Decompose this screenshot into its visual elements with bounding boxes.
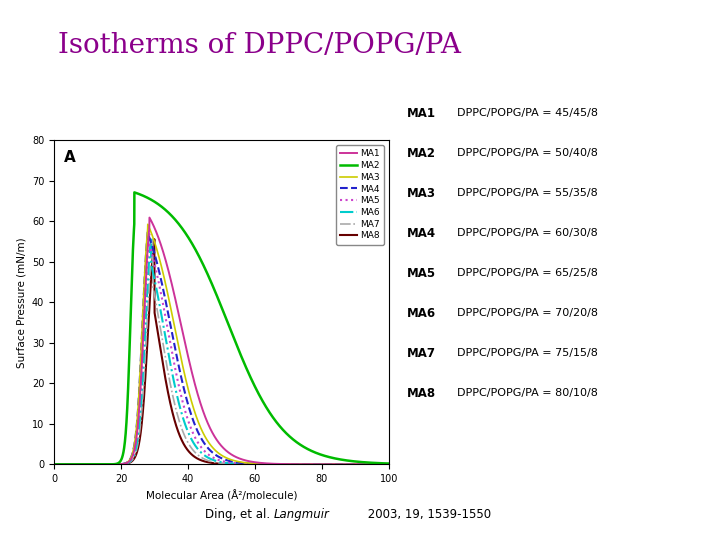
- Text: DPPC/POPG/PA = 70/20/8: DPPC/POPG/PA = 70/20/8: [457, 308, 598, 318]
- Text: Ding, et al.: Ding, et al.: [204, 508, 274, 521]
- Text: MA6: MA6: [407, 307, 436, 320]
- Text: MA3: MA3: [407, 187, 436, 200]
- X-axis label: Molecular Area (Å²/molecule): Molecular Area (Å²/molecule): [145, 490, 297, 501]
- Text: MA4: MA4: [407, 227, 436, 240]
- Text: DPPC/POPG/PA = 45/45/8: DPPC/POPG/PA = 45/45/8: [457, 109, 598, 118]
- Text: DPPC/POPG/PA = 80/10/8: DPPC/POPG/PA = 80/10/8: [457, 388, 598, 398]
- Y-axis label: Surface Pressure (mN/m): Surface Pressure (mN/m): [17, 237, 27, 368]
- Text: DPPC/POPG/PA = 55/35/8: DPPC/POPG/PA = 55/35/8: [457, 188, 598, 198]
- Text: Langmuir: Langmuir: [274, 508, 330, 521]
- Text: DPPC/POPG/PA = 75/15/8: DPPC/POPG/PA = 75/15/8: [457, 348, 598, 358]
- Legend: MA1, MA2, MA3, MA4, MA5, MA6, MA7, MA8: MA1, MA2, MA3, MA4, MA5, MA6, MA7, MA8: [336, 145, 384, 245]
- Text: MA1: MA1: [407, 107, 436, 120]
- Text: MA7: MA7: [407, 347, 436, 360]
- Text: DPPC/POPG/PA = 60/30/8: DPPC/POPG/PA = 60/30/8: [457, 228, 598, 238]
- Text: MA5: MA5: [407, 267, 436, 280]
- Text: Isotherms of DPPC/POPG/PA: Isotherms of DPPC/POPG/PA: [58, 32, 461, 59]
- Text: A: A: [64, 150, 76, 165]
- Text: 2003, 19, 1539-1550: 2003, 19, 1539-1550: [364, 508, 491, 521]
- Text: MA8: MA8: [407, 387, 436, 400]
- Text: MA2: MA2: [407, 147, 436, 160]
- Text: DPPC/POPG/PA = 65/25/8: DPPC/POPG/PA = 65/25/8: [457, 268, 598, 278]
- Text: DPPC/POPG/PA = 50/40/8: DPPC/POPG/PA = 50/40/8: [457, 148, 598, 158]
